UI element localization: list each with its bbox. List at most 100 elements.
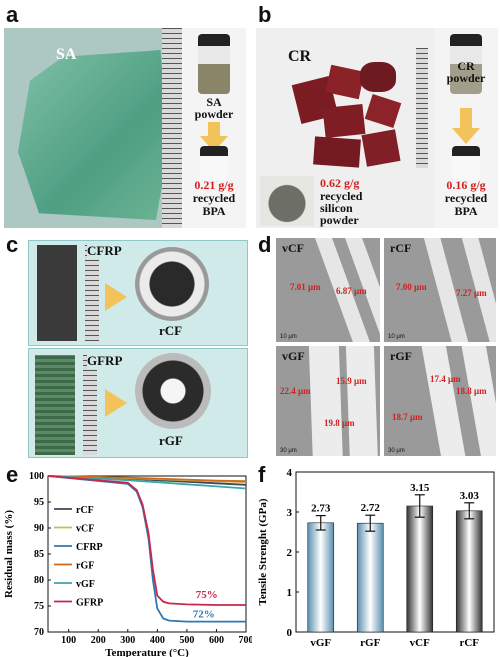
- arrow-right-icon: [105, 389, 127, 417]
- fiber-measurement: 6.87 μm: [336, 286, 367, 296]
- arrow-down-icon: [452, 128, 480, 144]
- product-label-b-text: recycled BPA: [444, 191, 488, 218]
- fiber: [308, 346, 344, 456]
- vial-recycled-bpa: [452, 146, 480, 180]
- cr-piece: [322, 103, 366, 139]
- x-tick-label: 300: [120, 635, 135, 646]
- fiber: [418, 346, 470, 456]
- y-tick-label: 0: [287, 627, 293, 639]
- y-tick-label: 100: [29, 471, 44, 482]
- arrow-right-icon: [105, 283, 127, 311]
- x-tick-label: 100: [61, 635, 76, 646]
- product-label-b: recycled BPA: [434, 192, 498, 218]
- fiber-measurement: 17.4 μm: [430, 374, 461, 384]
- photo-sa-vials: SA powder 0.21 g/g recycled BPA: [182, 28, 246, 228]
- cfrp-label: CFRP: [87, 243, 122, 259]
- value-label-vGF: 2.73: [311, 503, 331, 515]
- arrow-stem: [208, 122, 220, 136]
- vial-sa-powder: [198, 34, 230, 94]
- sample-label-cr: CR: [288, 48, 312, 65]
- scale-bar: 30 μm: [388, 448, 405, 454]
- tga-chart: 100 200 300 400 500 600 700 70 75 80 85 90 95 100 Temp…: [3, 471, 252, 657]
- legend-label-rCF: rCF: [76, 505, 94, 516]
- x-tick-label: vGF: [310, 637, 331, 649]
- fiber-measurement: 22.4 μm: [280, 386, 311, 396]
- annotation-72: 72%: [193, 608, 215, 620]
- vial-label-cr-powder-text: CR powder: [446, 59, 486, 85]
- sem-tile-rcf: rCF 7.00 μm 7.27 μm 10 μm: [384, 238, 496, 342]
- panel-label-d: d: [258, 232, 272, 257]
- cfrp-box: CFRP rCF: [28, 240, 248, 346]
- value-label-rCF: 3.03: [460, 490, 480, 502]
- plot-frame: [47, 475, 247, 633]
- panel-label-c: c: [6, 232, 19, 257]
- y-tick-label: 75: [34, 601, 44, 612]
- fiber-measurement: 18.7 μm: [392, 412, 423, 422]
- x-tick-label: 500: [179, 635, 194, 646]
- y-tick-label: 80: [34, 575, 44, 586]
- series-line-vGF: [47, 475, 247, 490]
- y-axis-label: Residual mass (%): [3, 510, 15, 598]
- sem-tile-vgf: vGF 22.4 μm 15.9 μm 19.8 μm 30 μm: [276, 346, 380, 456]
- photo-cr-vials: CR powder 0.16 g/g recycled BPA: [434, 28, 498, 228]
- sem-label: rCF: [390, 241, 412, 255]
- fiber: [458, 346, 496, 456]
- ruler: [85, 245, 99, 341]
- product-label-a-text: recycled BPA: [192, 191, 236, 218]
- scale-bar: 10 μm: [280, 334, 297, 340]
- y-tick-label: 85: [34, 549, 44, 560]
- ruler: [416, 48, 428, 168]
- panel-label-b: b: [258, 2, 272, 27]
- x-tick-label: rGF: [360, 637, 380, 649]
- legend-label-CFRP: CFRP: [76, 542, 103, 553]
- panel-label-a: a: [6, 2, 19, 27]
- fiber-measurement: 19.8 μm: [324, 418, 355, 428]
- panel-label-f: f: [258, 462, 266, 487]
- yield-cr: 0.16 g/g: [446, 178, 486, 192]
- scale-bar: 30 μm: [280, 448, 297, 454]
- y-tick-label: 3: [287, 507, 293, 519]
- y-axis-label: Tensile Strenght (GPa): [257, 498, 269, 605]
- green-sheet-shape: [18, 50, 168, 220]
- annotation-75: 75%: [196, 589, 218, 601]
- silicon-powder-photo: [260, 176, 314, 226]
- rgf-label: rGF: [159, 433, 183, 448]
- bar-vCF: [406, 505, 434, 633]
- yield-silicon: 0.62 g/g: [320, 176, 360, 190]
- vial-cr-powder: [450, 34, 482, 94]
- legend-label-vCF: vCF: [76, 524, 94, 535]
- fiber-measurement: 7.01 μm: [290, 282, 321, 292]
- vial-label-sa-powder-text: SA powder: [194, 95, 234, 121]
- x-tick-label: 600: [209, 635, 224, 646]
- sem-label: rGF: [390, 349, 412, 363]
- cfrp-strip: [37, 245, 77, 341]
- panel-label-e: e: [6, 462, 19, 487]
- scale-bar: 10 μm: [388, 334, 405, 340]
- fiber-measurement: 7.00 μm: [396, 282, 427, 292]
- series-line-GFRP: [47, 475, 246, 606]
- y-tick-label: 70: [34, 627, 44, 638]
- silicon-product-label: recycled silicon powder: [320, 190, 362, 226]
- vial-label-sa-powder: SA powder: [184, 96, 244, 120]
- x-tick-label: vCF: [410, 637, 430, 649]
- x-axis-label: Temperature (°C): [105, 647, 189, 657]
- sample-label-sa: SA: [56, 46, 77, 63]
- x-tick-label: rCF: [459, 637, 479, 649]
- value-label-vCF: 3.15: [410, 482, 430, 494]
- ruler: [83, 355, 97, 455]
- y-tick-label: 4: [287, 467, 293, 479]
- x-tick-label: 200: [91, 635, 106, 646]
- vial-label-cr-powder: CR powder: [436, 60, 496, 84]
- product-label-a: recycled BPA: [182, 192, 246, 218]
- sem-label: vGF: [282, 349, 305, 363]
- fiber-measurement: 15.9 μm: [336, 376, 367, 386]
- x-tick-label: 400: [150, 635, 165, 646]
- value-label-rGF: 2.72: [361, 502, 381, 514]
- rgf-dish: [135, 353, 211, 429]
- tensile-chart: 0 1 2 3 4 Tensile Strenght (GPa) 2.73 vGF 2.72 rG…: [257, 467, 495, 649]
- legend-label-vGF: vGF: [76, 579, 95, 590]
- gfrp-label: GFRP: [87, 353, 123, 369]
- sem-tile-rgf: rGF 17.4 μm 18.7 μm 18.8 μm 30 μm: [384, 346, 496, 456]
- bar-rGF: [356, 522, 384, 633]
- bar-rCF: [455, 510, 483, 633]
